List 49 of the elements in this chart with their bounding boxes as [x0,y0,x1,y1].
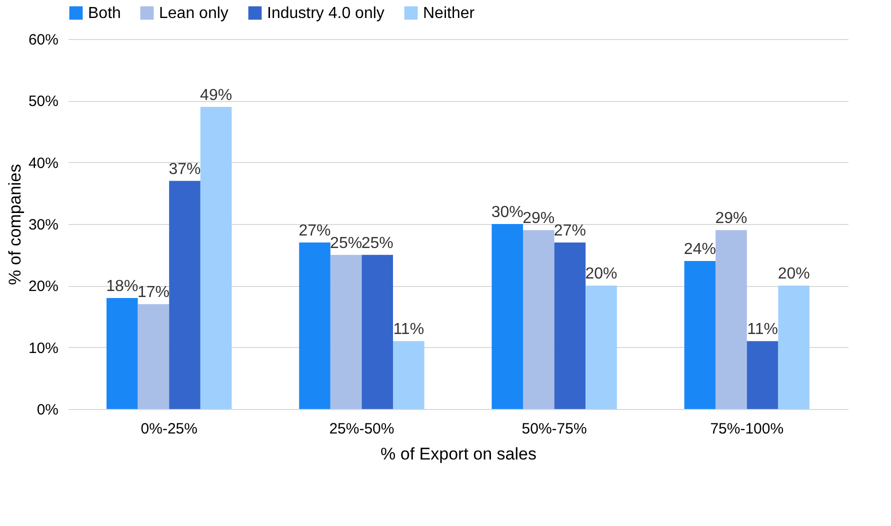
x-tick-label: 25%-50% [329,420,394,438]
data-label: 27% [554,222,586,240]
data-label: 29% [522,210,555,228]
bar [554,242,586,409]
data-label: 11% [393,321,424,338]
legend-label: Both [88,5,121,22]
bar [138,304,170,409]
data-label: 20% [585,266,618,283]
y-tick-label: 50% [28,93,58,110]
bar [200,106,232,409]
bar [330,254,362,409]
x-tick-label: 50%-75% [522,420,587,438]
data-label: 49% [200,86,232,104]
data-label: 11% [747,321,778,338]
bar [362,254,393,409]
bar [586,286,617,409]
y-tick-label: 30% [28,216,58,234]
x-axis-title: % of Export on sales [380,444,536,464]
data-label: 20% [778,266,810,283]
data-label: 25% [330,234,362,252]
y-axis-title: % of companies [5,164,24,285]
x-tick-label: 75%-100% [710,420,784,438]
data-label: 27% [298,222,331,240]
x-tick-label: 0%-25% [140,420,198,438]
y-tick-label: 10% [28,340,58,357]
bar [716,230,747,409]
y-tick-label: 40% [28,154,58,172]
legend-label: Lean only [159,5,228,22]
data-label: 29% [715,210,748,228]
data-label: 24% [684,241,716,258]
y-tick-label: 60% [28,32,58,48]
bar [778,286,810,409]
data-label: 18% [106,278,138,295]
legend-label: Neither [423,5,476,22]
bar [492,224,523,409]
data-label: 37% [168,160,201,178]
data-label: 30% [491,204,524,221]
bar [684,261,716,409]
y-tick-label: 20% [28,278,58,296]
data-label: 17% [137,284,170,302]
y-tick-label: 0% [36,402,58,418]
bar [523,230,554,409]
bar [169,180,200,409]
legend-label: Industry 4.0 only [267,5,384,22]
bar [746,341,778,409]
bar [299,242,330,409]
bar [106,298,138,409]
data-label: 25% [361,234,394,252]
bar [393,341,424,409]
